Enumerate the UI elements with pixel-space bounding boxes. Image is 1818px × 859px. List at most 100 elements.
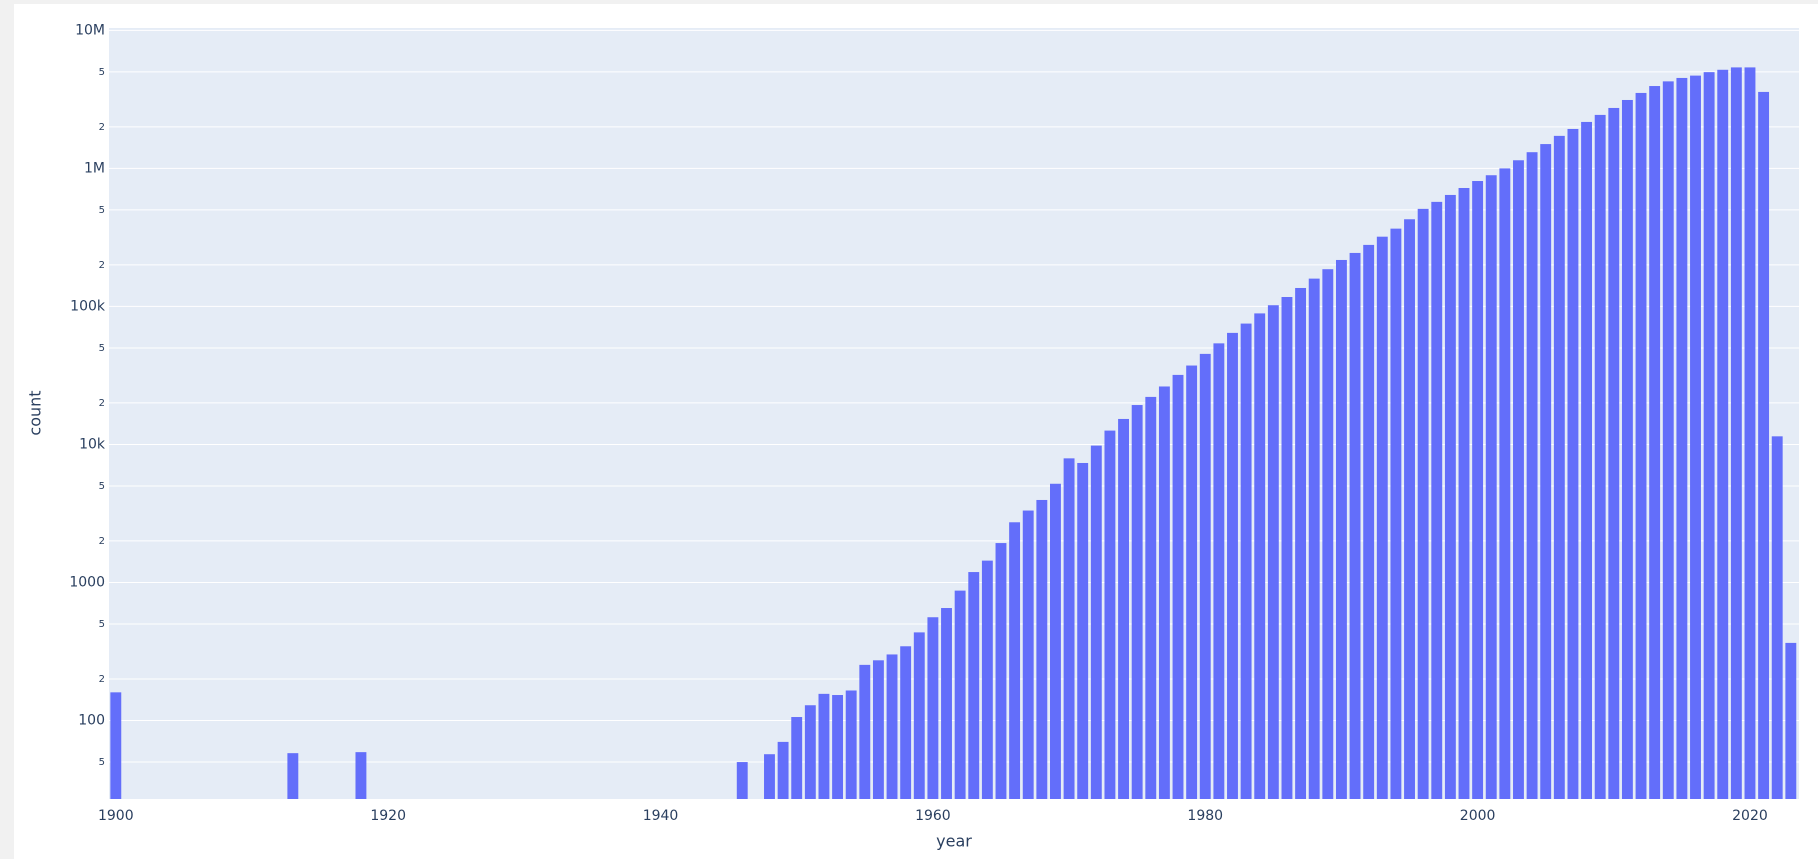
x-axis-label: year <box>936 832 972 851</box>
bar <box>1404 219 1415 799</box>
y-tick-label: 5 <box>99 67 105 78</box>
bar <box>1690 75 1701 799</box>
y-tick-label: 5 <box>99 757 105 768</box>
y-tick-label: 5 <box>99 481 105 492</box>
x-tick-label: 1980 <box>1187 808 1223 824</box>
bar <box>1172 374 1184 799</box>
bar <box>1050 483 1061 799</box>
bar <box>995 543 1007 799</box>
bar <box>1145 396 1157 799</box>
bar <box>1526 152 1538 799</box>
bar <box>1240 323 1252 799</box>
y-tick-label: 1000 <box>69 574 105 590</box>
bar <box>1621 99 1633 800</box>
bar <box>927 617 939 799</box>
bar <box>859 664 871 799</box>
bar <box>886 654 898 799</box>
bar <box>1567 128 1579 800</box>
bar <box>1022 510 1034 799</box>
bar <box>1771 436 1783 799</box>
bar <box>1213 343 1225 799</box>
bar <box>1363 244 1375 800</box>
bar <box>1703 72 1715 799</box>
bar <box>1036 499 1048 799</box>
bar <box>1662 81 1674 800</box>
bar <box>1785 642 1797 799</box>
bar <box>913 632 925 799</box>
bar <box>1308 278 1320 799</box>
x-tick-label: 1900 <box>98 808 134 824</box>
x-tick-label: 1960 <box>915 808 951 824</box>
bar <box>1472 181 1484 800</box>
y-tick-label: 1M <box>84 160 105 176</box>
bar <box>1458 187 1470 800</box>
bar <box>1485 175 1497 800</box>
x-tick-label: 1920 <box>370 808 406 824</box>
y-tick-label: 2 <box>99 536 105 547</box>
bar <box>1104 430 1116 799</box>
bar <box>981 560 993 799</box>
bar <box>872 660 884 799</box>
bar <box>1499 168 1511 799</box>
bar <box>1118 418 1129 799</box>
bar <box>1390 228 1402 800</box>
bar <box>1581 121 1593 799</box>
bar <box>900 646 912 799</box>
bar <box>1758 91 1770 800</box>
y-tick-label: 100 <box>78 713 105 729</box>
bar <box>1376 236 1388 799</box>
bar <box>1553 135 1565 799</box>
x-tick-label: 1940 <box>643 808 679 824</box>
bar <box>1635 92 1647 799</box>
bar <box>941 608 952 799</box>
bar <box>1227 332 1238 799</box>
bar <box>110 692 122 799</box>
y-tick-label: 100k <box>70 298 106 314</box>
y-tick-label: 5 <box>99 619 105 630</box>
bar <box>355 752 367 799</box>
bar <box>1267 305 1279 799</box>
bar <box>1676 77 1688 799</box>
y-tick-label: 2 <box>99 674 105 685</box>
y-tick-label: 10k <box>79 436 106 452</box>
y-axis-label: count <box>26 390 45 435</box>
bar <box>1744 67 1756 799</box>
bar <box>736 762 748 799</box>
bar <box>791 717 803 799</box>
bar <box>1090 445 1102 799</box>
y-tick-label: 2 <box>99 122 105 133</box>
bar <box>1444 194 1456 799</box>
bar <box>1649 86 1661 799</box>
bar <box>1608 107 1620 799</box>
bar <box>1063 458 1075 799</box>
bar <box>818 693 830 799</box>
bar <box>1322 269 1334 799</box>
bar <box>1431 201 1443 799</box>
bar <box>1186 365 1198 799</box>
y-tick-label: 10M <box>75 22 105 38</box>
bar <box>845 690 857 799</box>
y-tick-label: 2 <box>99 260 105 271</box>
bar <box>1730 67 1742 799</box>
bar <box>954 590 966 799</box>
bar <box>1077 462 1089 799</box>
bar <box>1335 259 1347 799</box>
bar <box>1349 252 1361 799</box>
bar <box>1158 386 1170 799</box>
x-tick-label: 2000 <box>1460 808 1496 824</box>
bar <box>804 705 816 799</box>
y-tick-label: 2 <box>99 398 105 409</box>
x-tick-label: 2020 <box>1732 808 1768 824</box>
bar <box>832 695 844 799</box>
y-tick-label: 5 <box>99 205 105 216</box>
bar <box>1199 353 1211 799</box>
bar <box>1717 69 1729 799</box>
bar <box>1594 114 1606 799</box>
bar <box>777 741 789 799</box>
bar <box>1009 522 1021 799</box>
bar <box>1281 297 1293 799</box>
bar <box>1540 144 1552 799</box>
bar <box>1513 160 1524 799</box>
